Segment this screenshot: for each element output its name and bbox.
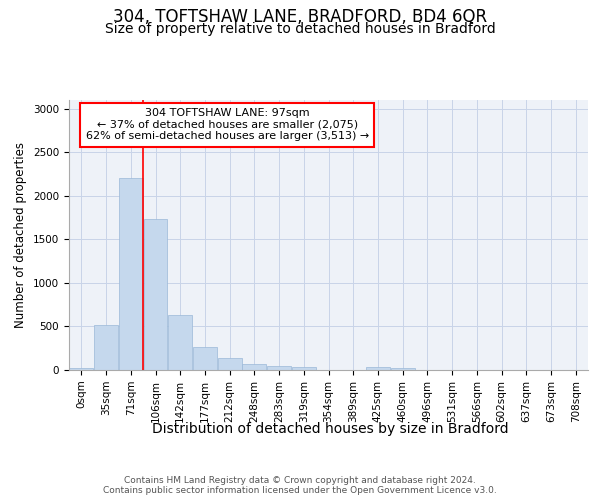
Text: 304 TOFTSHAW LANE: 97sqm
← 37% of detached houses are smaller (2,075)
62% of sem: 304 TOFTSHAW LANE: 97sqm ← 37% of detach…	[86, 108, 369, 142]
Bar	[391, 368, 415, 370]
Bar	[242, 364, 266, 370]
Bar	[366, 368, 390, 370]
Bar	[292, 368, 316, 370]
Bar	[119, 178, 143, 370]
Text: 304, TOFTSHAW LANE, BRADFORD, BD4 6QR: 304, TOFTSHAW LANE, BRADFORD, BD4 6QR	[113, 8, 487, 26]
Y-axis label: Number of detached properties: Number of detached properties	[14, 142, 28, 328]
Text: Size of property relative to detached houses in Bradford: Size of property relative to detached ho…	[104, 22, 496, 36]
Text: Contains HM Land Registry data © Crown copyright and database right 2024.
Contai: Contains HM Land Registry data © Crown c…	[103, 476, 497, 495]
Bar	[218, 358, 242, 370]
Bar	[143, 220, 167, 370]
Bar	[193, 348, 217, 370]
Bar	[168, 315, 192, 370]
Bar	[70, 368, 94, 370]
Text: Distribution of detached houses by size in Bradford: Distribution of detached houses by size …	[152, 422, 508, 436]
Bar	[267, 366, 291, 370]
Bar	[94, 324, 118, 370]
